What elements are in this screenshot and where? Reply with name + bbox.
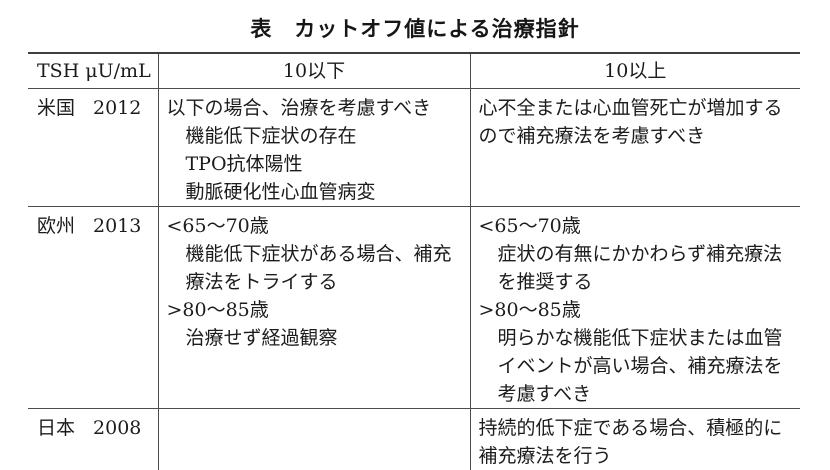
region-label: 欧州 bbox=[37, 214, 76, 237]
header-below-10: 10以下 bbox=[158, 52, 471, 89]
cell-above-10: <65〜70歳症状の有無にかかわらず補充療法を推奨する >80〜85歳明らかな機能… bbox=[470, 206, 800, 409]
cell-paragraph: 治療せず経過観察 bbox=[185, 326, 338, 349]
cell-above-10: 心不全または心血管死亡が増加するので補充療法を考慮すべき bbox=[470, 88, 800, 207]
table-row-japan: 日本 2008 持続的低下症である場合、積極的に補充療法を行う bbox=[28, 408, 800, 470]
cell-below-10: <65〜70歳機能低下症状がある場合、補充療法をトライする >80〜85歳治療せず… bbox=[158, 206, 471, 409]
table-title: 表 カットオフ値による治療指針 bbox=[250, 17, 580, 41]
cell-paragraph: 以下の場合、治療を考慮すべき bbox=[166, 96, 432, 119]
header-row: TSH μU/mL 10以下 10以上 bbox=[28, 52, 800, 89]
cell-paragraph: >80〜85歳 bbox=[166, 298, 269, 321]
cell-paragraph: TPO抗体陽性 bbox=[185, 152, 303, 175]
year-label: 2008 bbox=[93, 416, 142, 439]
cell-paragraph: <65〜70歳 bbox=[166, 214, 269, 237]
cell-paragraph: 機能低下症状の存在 bbox=[185, 124, 357, 147]
cell-paragraph: 心不全または心血管死亡が増加するので補充療法を考慮すべき bbox=[478, 96, 783, 147]
year-label: 2013 bbox=[93, 214, 142, 237]
cell-paragraph: 明らかな機能低下症状または血管イベントが高い場合、補充療法を考慮すべき bbox=[497, 326, 783, 405]
cell-paragraph: >80〜85歳 bbox=[478, 298, 581, 321]
table-row-europe: 欧州 2013 <65〜70歳機能低下症状がある場合、補充療法をトライする >80〜… bbox=[28, 206, 800, 409]
cell-below-10: 以下の場合、治療を考慮すべき機能低下症状の存在 TPO抗体陽性動脈硬化性心血管病変 bbox=[158, 88, 471, 207]
cell-paragraph: 症状の有無にかかわらず補充療法を推奨する bbox=[497, 242, 783, 293]
cell-paragraph: 機能低下症状がある場合、補充療法をトライする bbox=[185, 242, 452, 293]
header-above-10: 10以上 bbox=[470, 52, 800, 89]
header-tsh-unit: TSH μU/mL bbox=[28, 52, 159, 89]
region-label: 米国 bbox=[37, 96, 76, 119]
region-year-cell: 米国 2012 bbox=[28, 88, 159, 207]
region-year-cell: 日本 2008 bbox=[28, 408, 159, 470]
region-year-cell: 欧州 2013 bbox=[28, 206, 159, 409]
region-label: 日本 bbox=[37, 416, 76, 439]
table-row-usa: 米国 2012 以下の場合、治療を考慮すべき機能低下症状の存在 TPO抗体陽性動脈硬… bbox=[28, 88, 800, 207]
cell-paragraph: <65〜70歳 bbox=[478, 214, 581, 237]
cell-above-10: 持続的低下症である場合、積極的に補充療法を行う bbox=[470, 408, 800, 470]
cell-paragraph: 持続的低下症である場合、積極的に補充療法を行う bbox=[478, 416, 783, 467]
treatment-guideline-table: TSH μU/mL 10以下 10以上 米国 2012 以下の場合、治療を考慮すべ… bbox=[28, 52, 800, 470]
cell-paragraph: 動脈硬化性心血管病変 bbox=[185, 180, 376, 203]
cell-below-10 bbox=[158, 408, 471, 470]
year-label: 2012 bbox=[93, 96, 142, 119]
